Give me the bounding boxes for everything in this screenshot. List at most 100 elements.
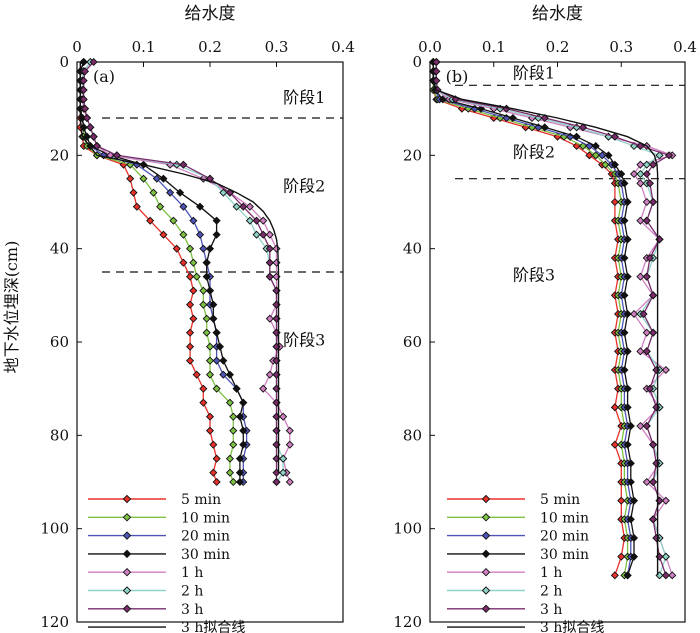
- y-tick-label: 120: [393, 613, 422, 631]
- data-point: [186, 342, 195, 351]
- data-point: [186, 300, 195, 309]
- legend-swatch-marker: [122, 531, 132, 540]
- data-point: [649, 477, 658, 487]
- panel-a: 0 0.1 0.2 0.3 0.4 0 20 40 60 80 100 120 给水度地下水位埋深(cm…: [2, 4, 355, 633]
- data-point: [79, 76, 88, 85]
- data-point: [129, 188, 138, 197]
- data-point: [252, 216, 261, 225]
- data-point: [636, 160, 645, 169]
- data-point: [652, 533, 661, 543]
- data-point: [212, 328, 221, 337]
- data-point: [649, 328, 658, 337]
- data-point: [189, 314, 198, 323]
- data-point: [179, 230, 188, 239]
- x-tick-label: 0.3: [265, 38, 289, 56]
- data-point: [649, 515, 658, 524]
- data-point: [205, 244, 215, 253]
- data-point: [86, 123, 95, 132]
- legend-label: 1 h: [540, 565, 562, 581]
- panel-b: 0.0 0.1 0.2 0.3 0.4 0 20 40 60 80 100 120 给水度 (b) 阶段1 阶…: [393, 4, 697, 633]
- data-point: [80, 104, 90, 113]
- data-point: [209, 314, 218, 323]
- legend-label: 10 min: [540, 510, 589, 526]
- data-point: [239, 426, 248, 435]
- data-point: [438, 95, 447, 104]
- data-point: [212, 356, 221, 365]
- data-point: [212, 454, 221, 463]
- data-point: [272, 477, 281, 487]
- legend-label: 5 min: [181, 492, 221, 508]
- data-point: [212, 477, 221, 487]
- y-axis-title: 地下水位埋深(cm): [2, 241, 21, 374]
- data-point: [179, 160, 188, 169]
- data-point: [652, 365, 661, 375]
- y-tick-label: 40: [50, 240, 69, 258]
- data-point: [626, 515, 635, 524]
- data-point: [209, 300, 218, 309]
- data-point: [156, 202, 165, 211]
- data-point: [610, 197, 619, 207]
- y-tick-label: 0: [412, 53, 422, 71]
- stage-label: 阶段3: [513, 265, 555, 284]
- data-point: [620, 179, 629, 188]
- data-point: [192, 272, 201, 281]
- data-point: [642, 160, 651, 169]
- data-point: [636, 216, 645, 225]
- stage-label: 阶段1: [513, 63, 555, 82]
- data-point: [225, 468, 234, 477]
- x-tick-label: 0.2: [198, 38, 222, 56]
- data-point: [642, 328, 651, 337]
- data-point: [199, 384, 208, 393]
- data-point: [265, 258, 274, 267]
- y-tick-label: 20: [403, 146, 422, 164]
- data-point: [172, 244, 181, 253]
- data-point: [225, 454, 234, 463]
- data-point: [205, 286, 215, 295]
- data-point: [629, 496, 639, 505]
- series-line: [79, 62, 280, 473]
- legend-label: 3 h拟合线: [181, 620, 245, 633]
- data-point: [209, 468, 218, 477]
- data-point: [591, 141, 600, 151]
- legend-swatch-marker: [122, 494, 132, 504]
- legend-swatch-marker: [122, 586, 132, 595]
- data-point: [620, 253, 629, 263]
- legend-swatch-marker: [122, 513, 132, 522]
- data-point: [202, 314, 211, 323]
- data-point: [179, 202, 188, 211]
- panel-label: (a): [93, 67, 115, 86]
- data-point: [642, 477, 651, 487]
- data-point: [166, 188, 175, 197]
- data-point: [195, 202, 205, 211]
- data-point: [265, 272, 274, 281]
- y-tick-label: 60: [403, 333, 422, 351]
- data-point: [508, 113, 517, 123]
- data-point: [239, 440, 248, 449]
- stage-label: 阶段1: [283, 88, 325, 107]
- data-point: [285, 426, 294, 435]
- data-point: [205, 412, 215, 421]
- data-point: [205, 370, 215, 379]
- data-point: [239, 202, 248, 211]
- data-point: [189, 216, 198, 225]
- data-point: [655, 151, 664, 160]
- data-point: [189, 286, 198, 295]
- data-point: [629, 533, 639, 543]
- data-point: [186, 328, 195, 337]
- data-point: [152, 174, 161, 183]
- data-point: [661, 571, 670, 580]
- data-point: [229, 426, 238, 435]
- data-point: [668, 571, 677, 580]
- data-point: [623, 235, 632, 244]
- series-line: [81, 61, 284, 483]
- data-point: [202, 328, 211, 337]
- data-point: [189, 258, 198, 267]
- data-point: [620, 216, 629, 225]
- data-point: [79, 57, 88, 67]
- x-tick-label: 0.3: [609, 38, 633, 56]
- data-point: [623, 403, 632, 412]
- data-point: [626, 459, 635, 468]
- data-point: [80, 67, 90, 76]
- y-tick-label: 60: [50, 333, 69, 351]
- data-point: [186, 272, 195, 281]
